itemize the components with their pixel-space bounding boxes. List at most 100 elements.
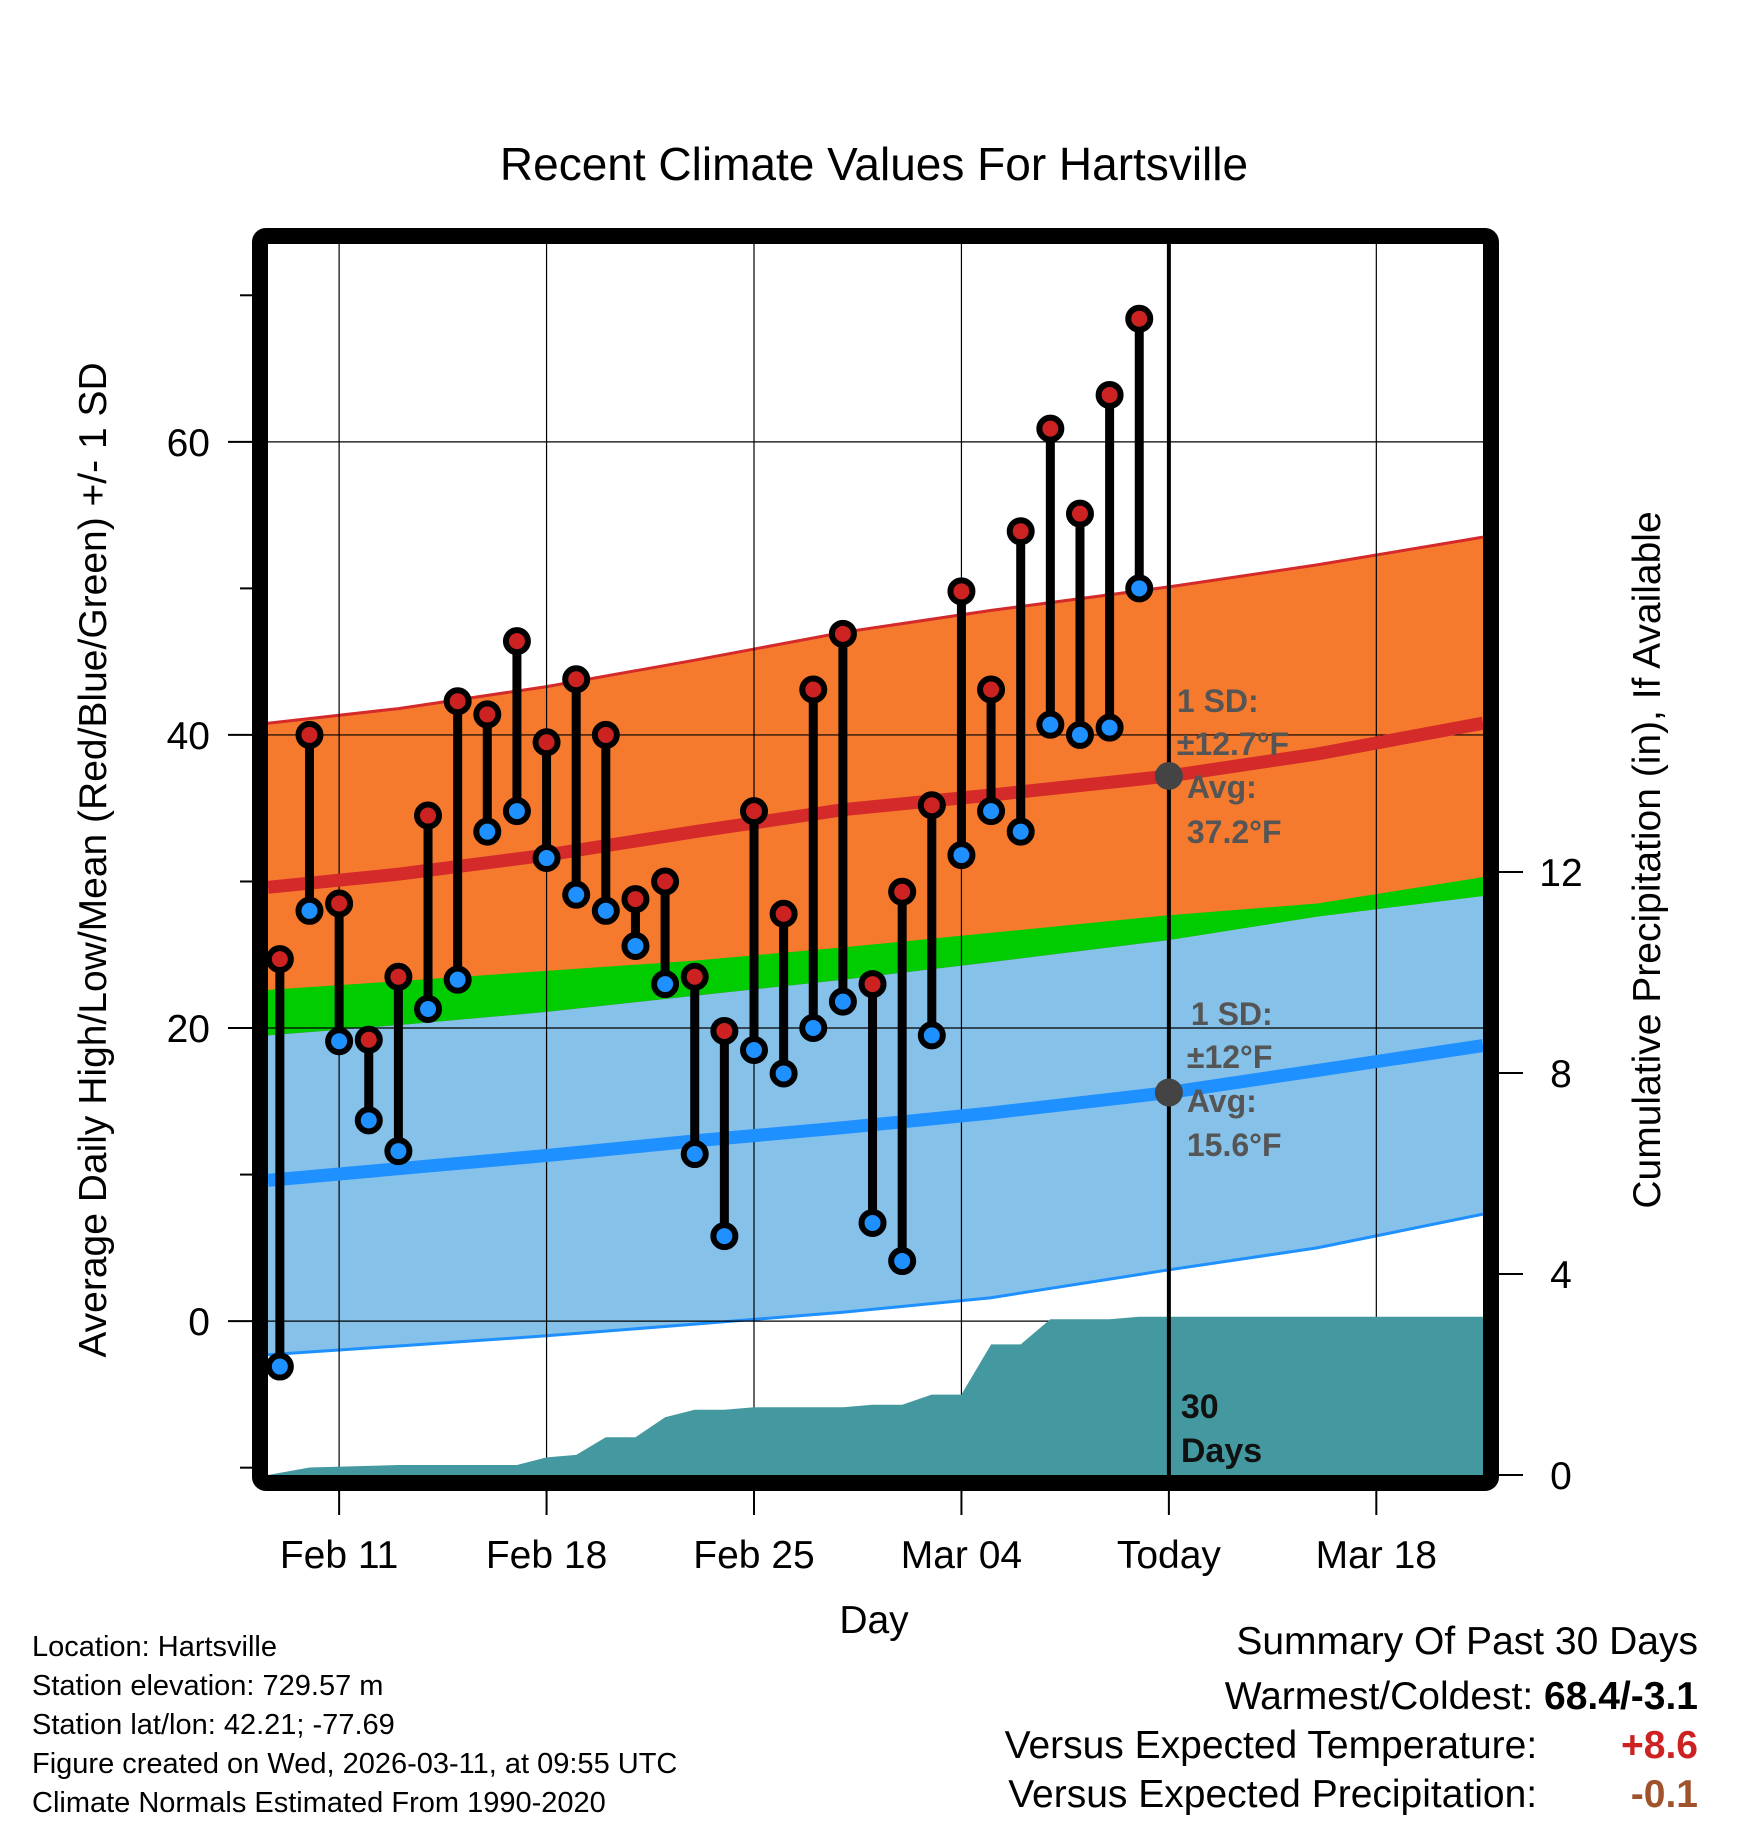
- daily-high-point: [740, 797, 768, 826]
- x-tick-label: Feb 11: [280, 1534, 399, 1577]
- daily-low-point: [265, 1352, 294, 1381]
- daily-low-point: [710, 1222, 739, 1251]
- cumulative-precip-area: [268, 1316, 1483, 1475]
- daily-high-point: [917, 791, 946, 820]
- y2-axis-label: Cumulative Precipitation (in), If Availa…: [1626, 511, 1669, 1208]
- daily-low-point: [532, 844, 561, 873]
- y2-tick-label: 4: [1550, 1254, 1572, 1297]
- summary-heading: Summary Of Past 30 Days: [1236, 1620, 1698, 1663]
- daily-high-point: [1125, 304, 1154, 333]
- window-days-number: 30: [1181, 1388, 1219, 1426]
- daily-low-point: [621, 931, 650, 960]
- daily-low-point: [1125, 574, 1154, 603]
- x-tick-label: Today: [1117, 1534, 1222, 1577]
- summary-precip-row: Versus Expected Precipitation: -0.1: [1008, 1773, 1698, 1817]
- elevation-text: Station elevation: 729.57 m: [32, 1670, 384, 1702]
- footer-metadata: Location: Hartsville Station elevation: …: [32, 1628, 677, 1823]
- y2-tick-label: 8: [1550, 1053, 1572, 1096]
- daily-high-point: [591, 720, 620, 749]
- daily-low-point: [858, 1208, 887, 1237]
- daily-low-point: [888, 1247, 917, 1276]
- daily-high-point: [977, 675, 1006, 704]
- low-sd-value: ±12°F: [1187, 1039, 1273, 1075]
- chart-title: Recent Climate Values For Hartsville: [500, 138, 1248, 190]
- daily-low-point: [740, 1036, 768, 1065]
- annotations: 1 SD: ±12.7°F Avg: 37.2°F 1 SD: ±12°F Avg: 15.6…: [1154, 683, 1289, 1470]
- daily-low-point: [1065, 720, 1094, 749]
- normal-low-line: [267, 1039, 1484, 1187]
- daily-high-point: [443, 687, 472, 716]
- summary-temp-label: Versus Expected Temperature:: [1004, 1724, 1538, 1767]
- daily-high-point: [414, 801, 443, 830]
- daily-high-point: [828, 619, 857, 648]
- summary-warmest-value: 68.4/-3.1: [1544, 1675, 1698, 1718]
- daily-high-point: [384, 962, 413, 991]
- high-sd-value: ±12.7°F: [1177, 726, 1289, 762]
- daily-low-point: [502, 797, 531, 826]
- mean-band: [268, 877, 1483, 1036]
- daily-low-point: [443, 965, 472, 994]
- daily-high-point: [621, 885, 650, 914]
- daily-low-point: [384, 1137, 413, 1166]
- daily-high-point: [680, 962, 709, 991]
- daily-high-point: [769, 899, 798, 928]
- daily-low-point: [295, 896, 324, 925]
- summary-precip-value: -0.1: [1630, 1773, 1698, 1816]
- daily-high-point: [651, 867, 680, 896]
- daily-high-point: [1036, 414, 1065, 443]
- high-avg-label: Avg:: [1187, 769, 1257, 805]
- daily-high-point: [858, 970, 887, 999]
- summary-warmest-label: Warmest/Coldest:: [1224, 1675, 1534, 1718]
- daily-high-point: [799, 675, 828, 704]
- low-lower-edge: [267, 1212, 1484, 1357]
- daily-low-point: [977, 797, 1006, 826]
- daily-high-point: [1095, 380, 1124, 409]
- daily-high-point: [502, 627, 531, 656]
- daily-high-point: [325, 889, 354, 918]
- low-sd-label: 1 SD:: [1191, 996, 1273, 1032]
- x-tick-label: Feb 18: [486, 1534, 607, 1577]
- axes: 0 20 40 60 0 4 8 12 Feb 11 Feb 18 Feb 25 Mar 04 Toda…: [167, 294, 1583, 1577]
- high-avg-value: 37.2°F: [1187, 814, 1282, 850]
- daily-high-point: [562, 665, 591, 694]
- daily-high-point: [265, 945, 294, 974]
- daily-low-point: [1006, 817, 1035, 846]
- plot-frame: [252, 228, 1499, 1491]
- latlon-text: Station lat/lon: 42.21; -77.69: [32, 1709, 395, 1741]
- summary-temp-row: Versus Expected Temperature: +8.6: [1005, 1724, 1698, 1768]
- daily-high-point: [354, 1025, 383, 1054]
- summary-temp-value: +8.6: [1621, 1724, 1698, 1767]
- daily-low-point: [414, 994, 443, 1023]
- daily-low-point: [947, 841, 976, 870]
- daily-high-point: [1065, 499, 1094, 528]
- y2-tick-label: 12: [1539, 852, 1582, 895]
- daily-high-point: [295, 720, 324, 749]
- daily-low-point: [680, 1140, 709, 1169]
- summary-precip-label: Versus Expected Precipitation:: [1008, 1773, 1538, 1816]
- daily-range-bars: [265, 304, 1154, 1381]
- daily-low-point: [1095, 713, 1124, 742]
- daily-low-point: [473, 817, 502, 846]
- normals-text: Climate Normals Estimated From 1990-2020: [32, 1787, 606, 1819]
- precipitation-area: [268, 1316, 1483, 1475]
- daily-low-point: [325, 1027, 354, 1056]
- daily-high-point: [947, 577, 976, 606]
- summary-warmest-row: Warmest/Coldest: 68.4/-3.1: [1225, 1675, 1698, 1719]
- daily-high-point: [1006, 517, 1035, 546]
- y2-tick-label: 0: [1550, 1455, 1572, 1498]
- x-tick-label: Mar 04: [901, 1534, 1022, 1577]
- created-text: Figure created on Wed, 2026-03-11, at 09…: [32, 1748, 678, 1780]
- daily-low-point: [799, 1014, 828, 1043]
- daily-high-point: [532, 728, 561, 757]
- low-avg-marker: [1154, 1078, 1183, 1107]
- high-sd-label: 1 SD:: [1177, 683, 1259, 719]
- plot-border: [252, 228, 1499, 1491]
- window-days-label: Days: [1181, 1432, 1262, 1470]
- daily-high-point: [473, 700, 502, 729]
- daily-low-point: [591, 896, 620, 925]
- y-tick-label: 60: [167, 422, 210, 465]
- high-avg-marker: [1154, 761, 1183, 790]
- daily-low-point: [828, 987, 857, 1016]
- daily-low-point: [769, 1059, 798, 1088]
